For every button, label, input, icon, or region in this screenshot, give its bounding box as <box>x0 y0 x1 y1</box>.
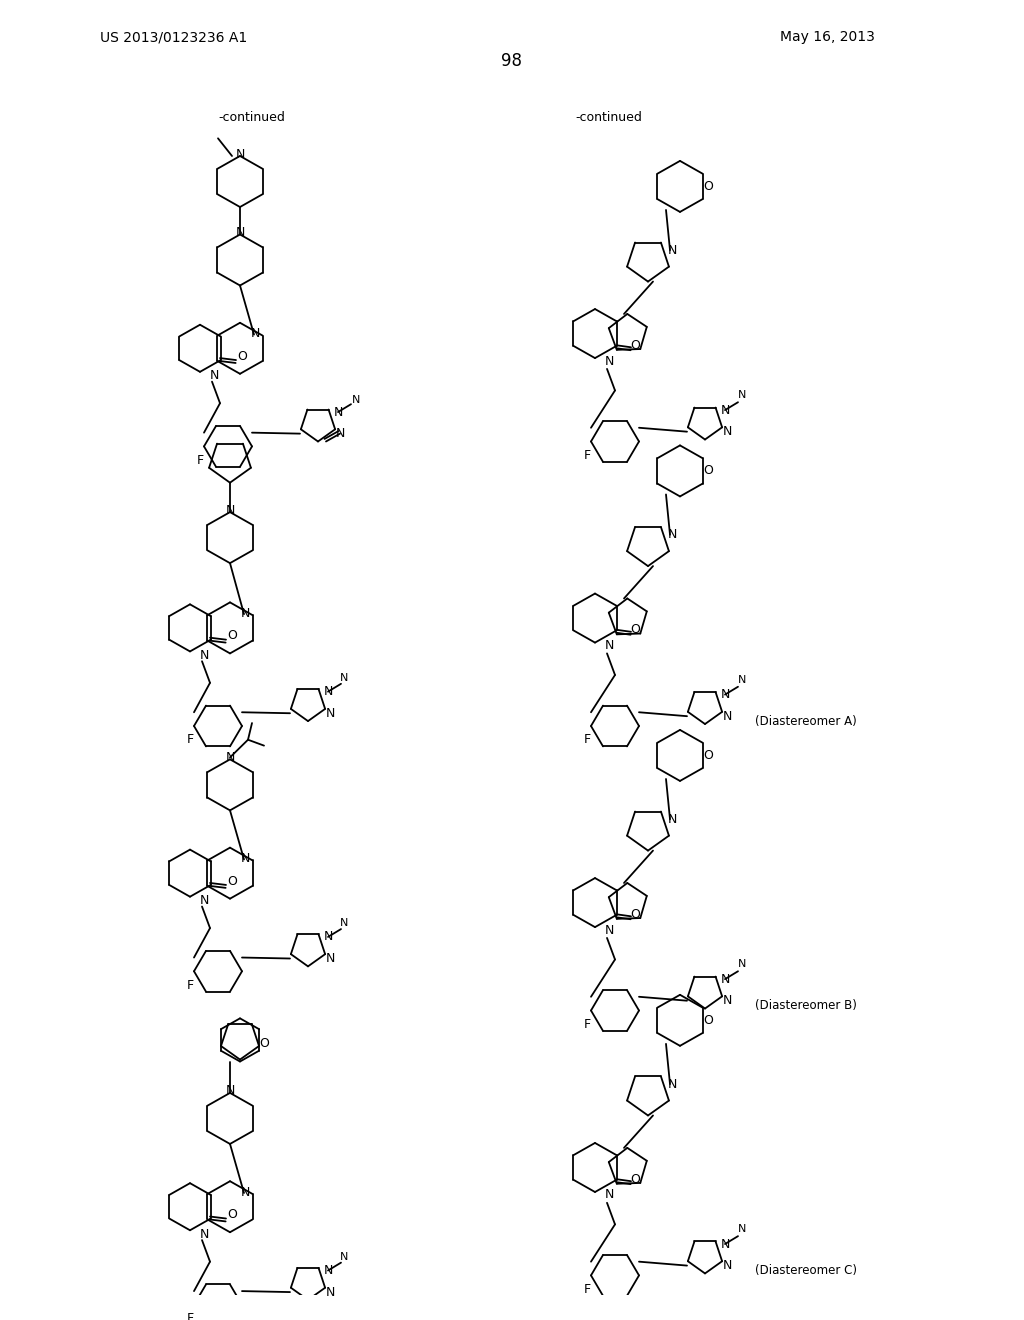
Text: N: N <box>738 1224 746 1234</box>
Text: O: O <box>630 339 640 352</box>
Text: O: O <box>630 908 640 921</box>
Text: N: N <box>236 226 245 239</box>
Text: F: F <box>584 1283 591 1296</box>
Text: O: O <box>227 1208 237 1221</box>
Text: N: N <box>225 751 234 764</box>
Text: N: N <box>200 894 209 907</box>
Text: N: N <box>604 355 613 367</box>
Text: N: N <box>340 919 348 928</box>
Text: N: N <box>241 1185 250 1199</box>
Text: N: N <box>236 148 245 161</box>
Text: N: N <box>720 688 730 701</box>
Text: N: N <box>326 706 335 719</box>
Text: N: N <box>324 1265 333 1276</box>
Text: O: O <box>259 1038 269 1051</box>
Text: N: N <box>668 244 677 256</box>
Text: N: N <box>324 685 333 698</box>
Text: N: N <box>225 504 234 516</box>
Text: -continued: -continued <box>218 111 285 124</box>
Text: N: N <box>335 428 345 440</box>
Text: US 2013/0123236 A1: US 2013/0123236 A1 <box>100 30 247 45</box>
Text: O: O <box>227 875 237 887</box>
Text: F: F <box>197 454 204 467</box>
Text: (Diastereomer C): (Diastereomer C) <box>755 1265 857 1276</box>
Text: N: N <box>720 1238 730 1250</box>
Text: N: N <box>738 391 746 400</box>
Text: F: F <box>186 1312 194 1320</box>
Text: F: F <box>186 733 194 746</box>
Text: N: N <box>340 673 348 682</box>
Text: O: O <box>630 1172 640 1185</box>
Text: O: O <box>238 350 247 363</box>
Text: N: N <box>340 1251 348 1262</box>
Text: O: O <box>703 748 713 762</box>
Text: O: O <box>703 465 713 478</box>
Text: N: N <box>334 405 343 418</box>
Text: N: N <box>668 1077 677 1090</box>
Text: F: F <box>584 733 591 746</box>
Text: N: N <box>722 425 732 438</box>
Text: N: N <box>326 1286 335 1299</box>
Text: N: N <box>352 395 360 405</box>
Text: N: N <box>722 1259 732 1272</box>
Text: N: N <box>668 528 677 541</box>
Text: N: N <box>720 404 730 417</box>
Text: O: O <box>227 630 237 643</box>
Text: May 16, 2013: May 16, 2013 <box>780 30 874 45</box>
Text: N: N <box>209 370 219 383</box>
Text: N: N <box>668 813 677 826</box>
Text: -continued: -continued <box>575 111 642 124</box>
Text: (Diastereomer A): (Diastereomer A) <box>755 714 857 727</box>
Text: O: O <box>703 1014 713 1027</box>
Text: N: N <box>720 973 730 986</box>
Text: F: F <box>584 449 591 462</box>
Text: N: N <box>738 675 746 685</box>
Text: N: N <box>604 639 613 652</box>
Text: N: N <box>200 1228 209 1241</box>
Text: N: N <box>200 649 209 661</box>
Text: N: N <box>225 1085 234 1097</box>
Text: N: N <box>722 994 732 1007</box>
Text: O: O <box>703 180 713 193</box>
Text: F: F <box>186 978 194 991</box>
Text: N: N <box>241 607 250 619</box>
Text: N: N <box>604 1188 613 1201</box>
Text: (Diastereomer B): (Diastereomer B) <box>755 999 857 1012</box>
Text: N: N <box>241 851 250 865</box>
Text: O: O <box>630 623 640 636</box>
Text: N: N <box>738 960 746 969</box>
Text: N: N <box>604 924 613 937</box>
Text: F: F <box>584 1018 591 1031</box>
Text: 98: 98 <box>502 51 522 70</box>
Text: N: N <box>324 931 333 944</box>
Text: N: N <box>722 710 732 722</box>
Text: N: N <box>250 327 260 341</box>
Text: N: N <box>326 952 335 965</box>
